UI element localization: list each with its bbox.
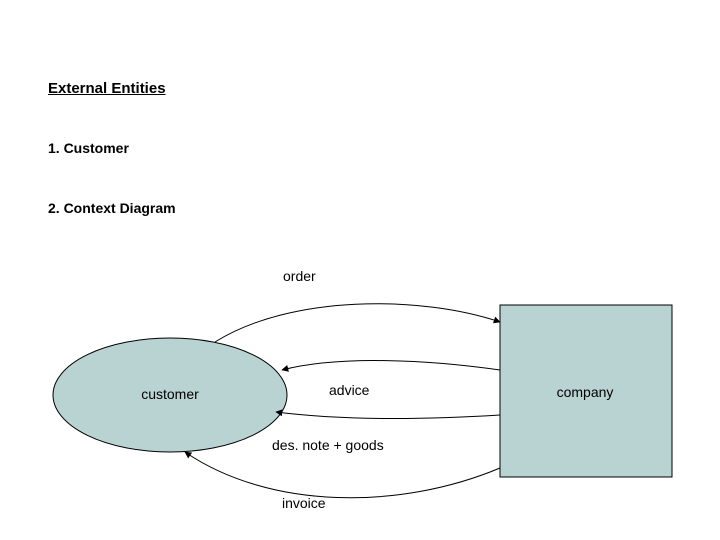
node-customer-label: customer <box>110 386 230 402</box>
edge-advice-label: advice <box>329 382 369 398</box>
edge-order-label: order <box>283 268 316 284</box>
context-diagram <box>0 0 720 540</box>
edge-invoice-label: invoice <box>282 495 326 511</box>
edge-des-note-goods-label: des. note + goods <box>272 437 384 453</box>
edge-advice <box>282 361 500 370</box>
edge-order <box>215 304 500 342</box>
edge-invoice <box>185 452 500 498</box>
node-company-label: company <box>530 384 640 400</box>
edge-des-note-goods <box>276 412 500 418</box>
